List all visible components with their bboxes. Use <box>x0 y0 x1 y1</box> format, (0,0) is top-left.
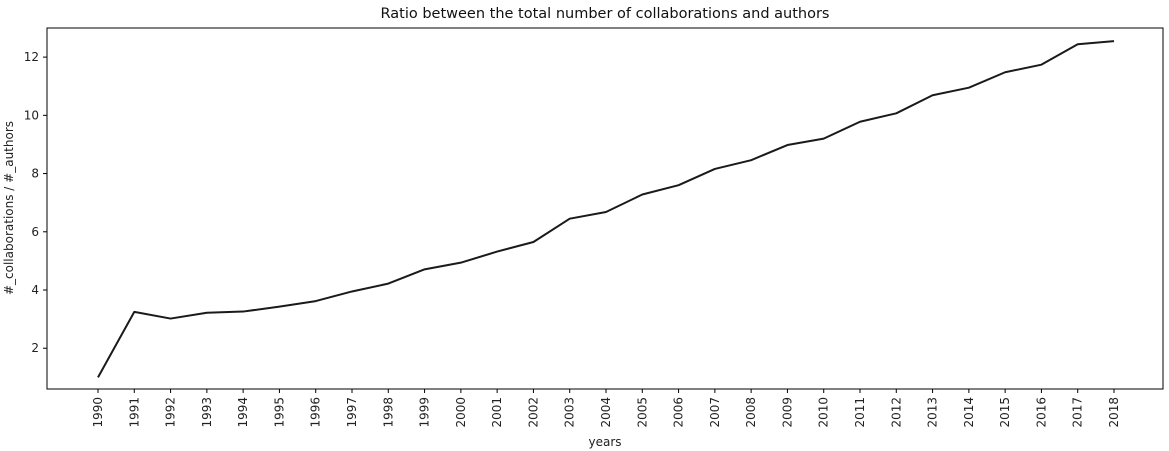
x-axis: 1990 1991 1992 1993 1994 1995 1996 1997 1998 1999… <box>91 389 1121 428</box>
x-tick-label: 2007 <box>708 397 722 428</box>
x-tick-label: 2000 <box>454 397 468 428</box>
x-tick-label: 2012 <box>889 397 903 428</box>
x-tick-label: 1990 <box>91 397 105 428</box>
chart-title: Ratio between the total number of collab… <box>381 6 830 22</box>
x-tick-label: 2013 <box>926 397 940 428</box>
x-tick-label: 2017 <box>1071 397 1085 428</box>
y-tick-label: 4 <box>31 283 39 297</box>
x-tick-label: 2006 <box>672 397 686 428</box>
y-tick-label: 2 <box>31 341 39 355</box>
x-tick-label: 1995 <box>272 397 286 428</box>
x-tick-label: 1998 <box>381 397 395 428</box>
x-tick-label: 2001 <box>490 397 504 428</box>
x-tick-label: 1991 <box>127 397 141 428</box>
x-tick-label: 2009 <box>780 397 794 428</box>
x-tick-label: 1992 <box>164 397 178 428</box>
y-tick-label: 10 <box>24 108 39 122</box>
x-tick-label: 2005 <box>635 397 649 428</box>
x-tick-label: 1996 <box>309 397 323 428</box>
series-line <box>97 40 1115 378</box>
x-tick-label: 1997 <box>345 397 359 428</box>
x-tick-label: 2015 <box>998 397 1012 428</box>
x-tick-label: 1999 <box>418 397 432 428</box>
y-axis-title: #_collaborations / #_authors <box>2 121 16 295</box>
x-tick-label: 2016 <box>1034 397 1048 428</box>
x-tick-label: 2018 <box>1107 397 1121 428</box>
y-tick-label: 8 <box>31 167 39 181</box>
x-tick-label: 2004 <box>599 397 613 428</box>
x-tick-label: 1994 <box>236 397 250 428</box>
x-tick-label: 2003 <box>563 397 577 428</box>
x-axis-title: years <box>588 435 621 449</box>
x-tick-label: 2008 <box>744 397 758 428</box>
x-tick-label: 2014 <box>962 397 976 428</box>
y-axis: 2 4 6 8 10 12 <box>24 50 47 355</box>
x-tick-label: 2011 <box>853 397 867 428</box>
y-tick-label: 12 <box>24 50 39 64</box>
x-tick-label: 2002 <box>526 397 540 428</box>
x-tick-label: 2010 <box>817 397 831 428</box>
y-tick-label: 6 <box>31 225 39 239</box>
x-tick-label: 1993 <box>200 397 214 428</box>
plot-frame <box>46 27 1164 390</box>
